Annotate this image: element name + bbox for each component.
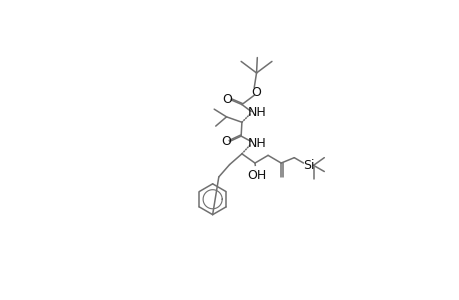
Text: Si: Si [302, 159, 314, 172]
Text: O: O [220, 135, 230, 148]
Text: OH: OH [246, 169, 266, 182]
Text: NH: NH [247, 137, 266, 150]
Text: NH: NH [247, 106, 266, 119]
Text: O: O [222, 93, 232, 106]
Text: O: O [251, 86, 261, 99]
